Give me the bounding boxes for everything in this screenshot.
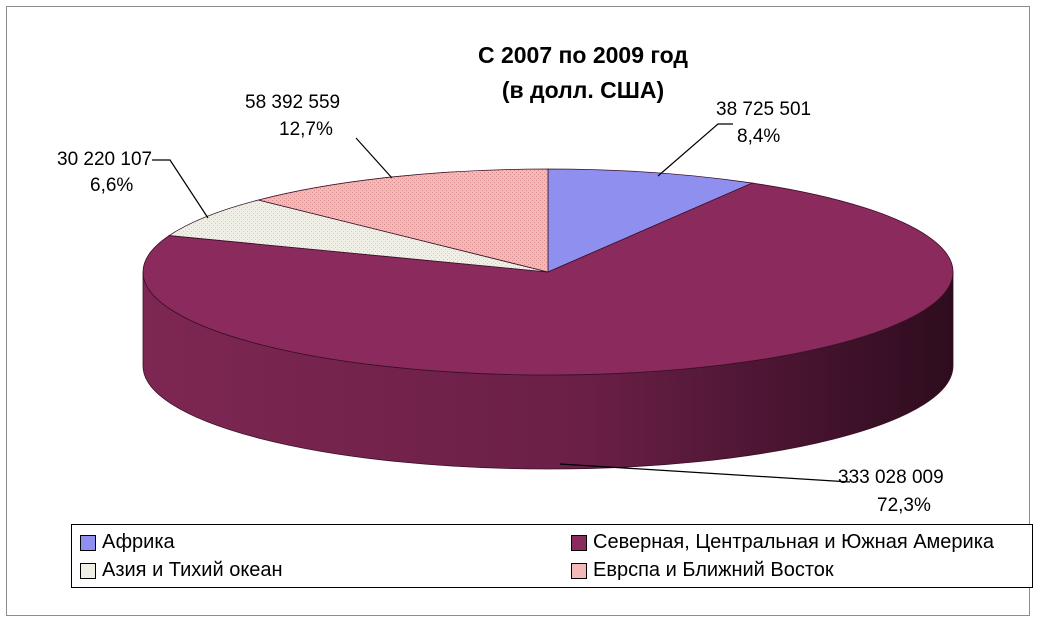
chart-legend: Африка Северная, Центральная и Южная Аме…: [71, 524, 1033, 588]
chart-title-line1: С 2007 по 2009 год: [478, 42, 688, 68]
legend-item-asia: Азия и Тихий океан: [80, 559, 283, 582]
legend-swatch-americas: [571, 534, 587, 551]
label-europe-percent: 12,7%: [279, 119, 333, 140]
label-asia-value: 30 220 107: [57, 149, 152, 170]
legend-item-americas: Северная, Центральная и Южная Америка: [571, 531, 994, 554]
legend-swatch-europe: [571, 562, 587, 579]
legend-label-africa: Африка: [102, 531, 175, 553]
legend-label-europe: Еврспа и Ближний Восток: [593, 559, 834, 581]
leader-line-europe: [355, 137, 393, 179]
label-asia-percent: 6,6%: [90, 175, 133, 196]
leader-line-africa: [657, 123, 733, 177]
leader-line-asia: [152, 159, 209, 219]
legend-item-africa: Африка: [80, 531, 175, 554]
label-americas-percent: 72,3%: [877, 495, 931, 516]
leader-line-americas: [559, 463, 851, 483]
label-africa-value: 38 725 501: [716, 99, 811, 120]
chart-title-line2: (в долл. США): [502, 77, 664, 103]
legend-label-asia: Азия и Тихий океан: [102, 559, 283, 581]
pie-slice-americas: [142, 182, 954, 376]
label-americas-value: 333 028 009: [838, 467, 944, 488]
legend-item-europe: Еврспа и Ближний Восток: [571, 559, 834, 582]
pie-slice-africa: [547, 168, 754, 273]
legend-swatch-africa: [80, 534, 96, 551]
legend-swatch-asia: [80, 562, 96, 579]
label-europe-value: 58 392 559: [245, 92, 340, 113]
legend-label-americas: Северная, Центральная и Южная Америка: [593, 531, 995, 553]
label-africa-percent: 8,4%: [737, 126, 780, 147]
